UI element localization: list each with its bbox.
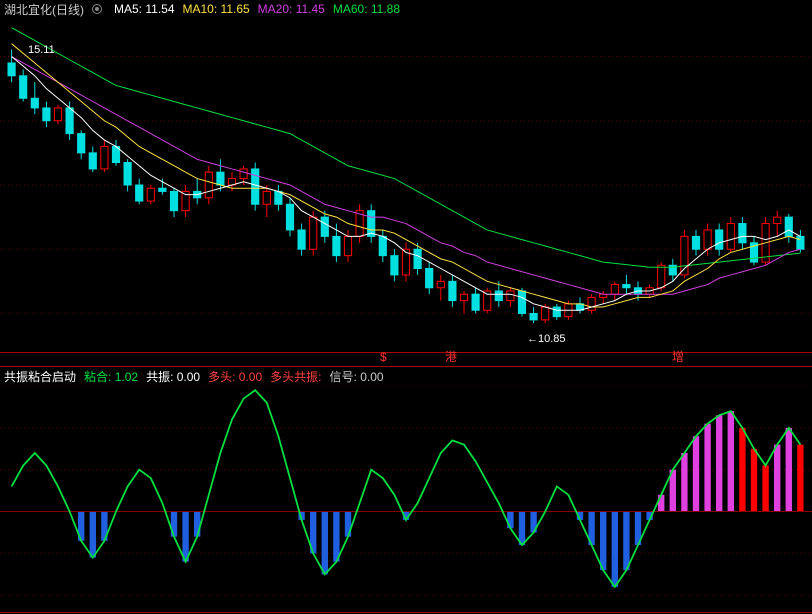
- annotation-dollar: $: [380, 350, 387, 364]
- dtgz-label: 多头共振:: [270, 368, 321, 385]
- annotation-zeng: 增: [672, 348, 684, 365]
- gz-value: 共振: 0.00: [146, 368, 200, 385]
- main-chart-header: 湖北宜化(日线) MA5: 11.54 MA10: 11.65 MA20: 11…: [0, 0, 812, 18]
- low-price-tag: ←10.85: [527, 333, 566, 345]
- ma10-label: MA10: 11.65: [183, 2, 250, 16]
- indicator-name: 共振粘合启动: [4, 368, 76, 385]
- panel-divider: [0, 352, 812, 353]
- indicator-chart[interactable]: [0, 386, 812, 612]
- ma60-label: MA60: 11.88: [333, 2, 400, 16]
- dt-value: 多头: 0.00: [208, 368, 262, 385]
- bottom-border: [0, 612, 812, 613]
- ma20-label: MA20: 11.45: [258, 2, 325, 16]
- annotation-gang: 港: [445, 348, 457, 365]
- xh-value: 信号: 0.00: [330, 368, 384, 385]
- high-price-tag: 15.11: [28, 44, 55, 56]
- indicator-header: 共振粘合启动 粘合: 1.02 共振: 0.00 多头: 0.00 多头共振: …: [0, 368, 812, 384]
- nh-value: 粘合: 1.02: [84, 368, 138, 385]
- ma5-label: MA5: 11.54: [114, 2, 175, 16]
- candlestick-chart[interactable]: [0, 18, 812, 352]
- indicator-toggle-icon[interactable]: [92, 4, 102, 14]
- stock-title: 湖北宜化(日线): [4, 1, 84, 18]
